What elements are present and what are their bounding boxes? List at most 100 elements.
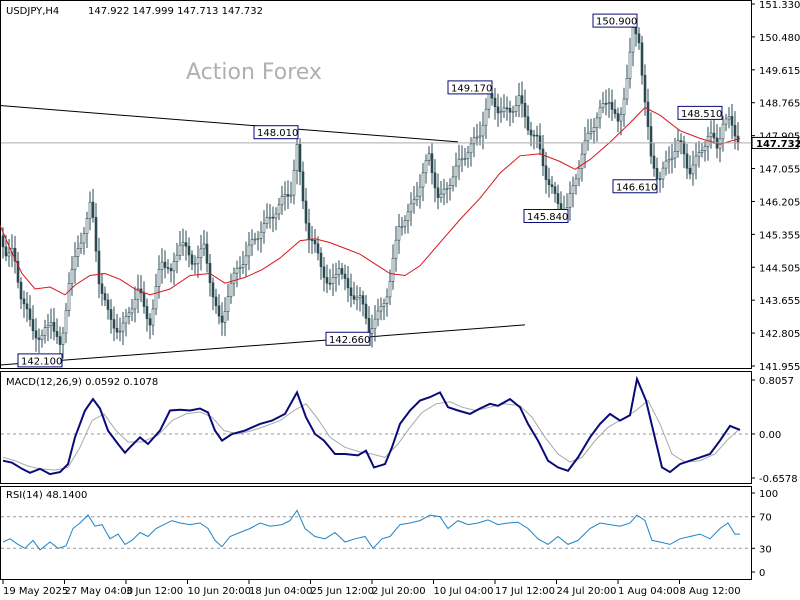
rsi-tick-label: 30	[759, 544, 772, 555]
candle-body	[31, 319, 35, 332]
candle-body	[505, 107, 509, 110]
candle-body	[370, 328, 374, 334]
candle-body	[256, 237, 260, 240]
candle-body	[631, 27, 635, 53]
price-annotation: 150.900	[592, 13, 638, 28]
candle-body	[43, 327, 47, 336]
moving-average-line	[0, 106, 741, 296]
candle-body	[466, 152, 470, 159]
candle-body	[454, 165, 458, 178]
candle-body	[103, 293, 107, 301]
candle-body	[646, 101, 650, 127]
candle-body	[400, 226, 404, 228]
candle-body	[448, 185, 452, 189]
candle-body	[658, 178, 662, 181]
candle-body	[112, 319, 116, 329]
candle-body	[115, 327, 119, 333]
price-tick-label: 151.330	[759, 0, 800, 11]
candle-body	[652, 155, 656, 169]
rsi-panel[interactable]: RSI(14) 48.1400 100 70 30 0	[0, 486, 779, 580]
price-panel-watermark: Action Forex	[186, 60, 322, 85]
annotation-label: 146.610	[616, 182, 657, 193]
candle-body	[235, 268, 239, 274]
candle-body	[586, 132, 590, 142]
candle-body	[673, 151, 677, 159]
price-annotation: 148.010	[253, 125, 299, 139]
price-annotation: 142.100	[17, 353, 63, 368]
annotation-box	[447, 80, 493, 95]
macd-signal-line	[2, 399, 741, 471]
candle-body	[478, 135, 482, 138]
candle-body	[136, 288, 140, 300]
candle-body	[727, 116, 731, 120]
candle-body	[670, 157, 674, 160]
candle-body	[16, 260, 20, 283]
candle-body	[58, 336, 62, 345]
candle-body	[691, 164, 695, 175]
candle-body	[412, 199, 416, 205]
candle-body	[721, 123, 725, 140]
price-annotation: 148.510	[677, 105, 723, 120]
candle-body	[523, 103, 527, 118]
candle-body	[19, 281, 23, 300]
candle-body	[67, 283, 71, 311]
candle-body	[7, 252, 11, 257]
candle-body	[628, 51, 632, 79]
annotation-label: 148.510	[681, 109, 722, 120]
price-tick-label: 145.355	[759, 230, 800, 241]
candle-body	[481, 124, 485, 137]
candle-body	[157, 269, 161, 287]
candle-body	[286, 194, 290, 197]
candle-body	[61, 332, 65, 345]
candle-body	[271, 216, 275, 219]
candle-body	[571, 185, 575, 194]
candle-body	[355, 296, 359, 300]
price-panel-symbol: USDJPY,H4	[6, 6, 59, 17]
price-tick-label: 150.480	[759, 33, 800, 44]
candle-body	[190, 254, 194, 265]
current-price-label: 147.732	[756, 139, 800, 150]
price-annotation: 145.840	[523, 208, 569, 223]
candle-body	[493, 97, 497, 108]
candle-body	[262, 223, 266, 233]
candle-body	[145, 306, 149, 319]
candle-body	[322, 266, 326, 278]
current-price-marker: 147.732	[751, 136, 800, 150]
candle-body	[391, 257, 395, 282]
candle-body	[406, 211, 410, 221]
candle-body	[205, 243, 209, 264]
candle-body	[526, 116, 530, 131]
candle-body	[265, 217, 269, 224]
candle-body	[430, 153, 434, 174]
candle-body	[535, 134, 539, 137]
candle-body	[463, 158, 467, 160]
candle-body	[238, 267, 242, 269]
macd-tick-label: 0.00	[759, 430, 781, 441]
price-panel-ohlc: 147.922 147.999 147.713 147.732	[88, 6, 263, 17]
candle-body	[109, 309, 113, 320]
candle-body	[340, 268, 344, 275]
candle-body	[589, 131, 593, 134]
candle-body	[301, 171, 305, 202]
candle-body	[511, 111, 515, 113]
annotation-box	[17, 353, 63, 368]
time-tick-label: 25 Jun 12:00	[311, 586, 375, 597]
candle-body	[343, 273, 347, 279]
candle-body	[556, 193, 560, 204]
candle-body	[529, 129, 533, 136]
annotation-label: 142.100	[21, 356, 62, 367]
candle-body	[574, 178, 578, 186]
candle-body	[304, 200, 308, 224]
macd-panel-title: MACD(12,26,9) 0.0592 0.1078	[6, 377, 158, 388]
candle-body	[667, 159, 671, 162]
candle-body	[688, 167, 692, 175]
candle-body	[244, 255, 248, 265]
candle-body	[541, 148, 545, 167]
macd-panel[interactable]: MACD(12,26,9) 0.0592 0.1078 0.8057 0.00 -0…	[0, 371, 798, 486]
candle-body	[22, 298, 26, 305]
price-panel[interactable]: Action Forex USDJPY,H4 147.922 147.999 1…	[0, 0, 800, 373]
candle-body	[49, 322, 53, 326]
candle-body	[52, 322, 56, 332]
annotation-label: 148.010	[257, 128, 298, 139]
